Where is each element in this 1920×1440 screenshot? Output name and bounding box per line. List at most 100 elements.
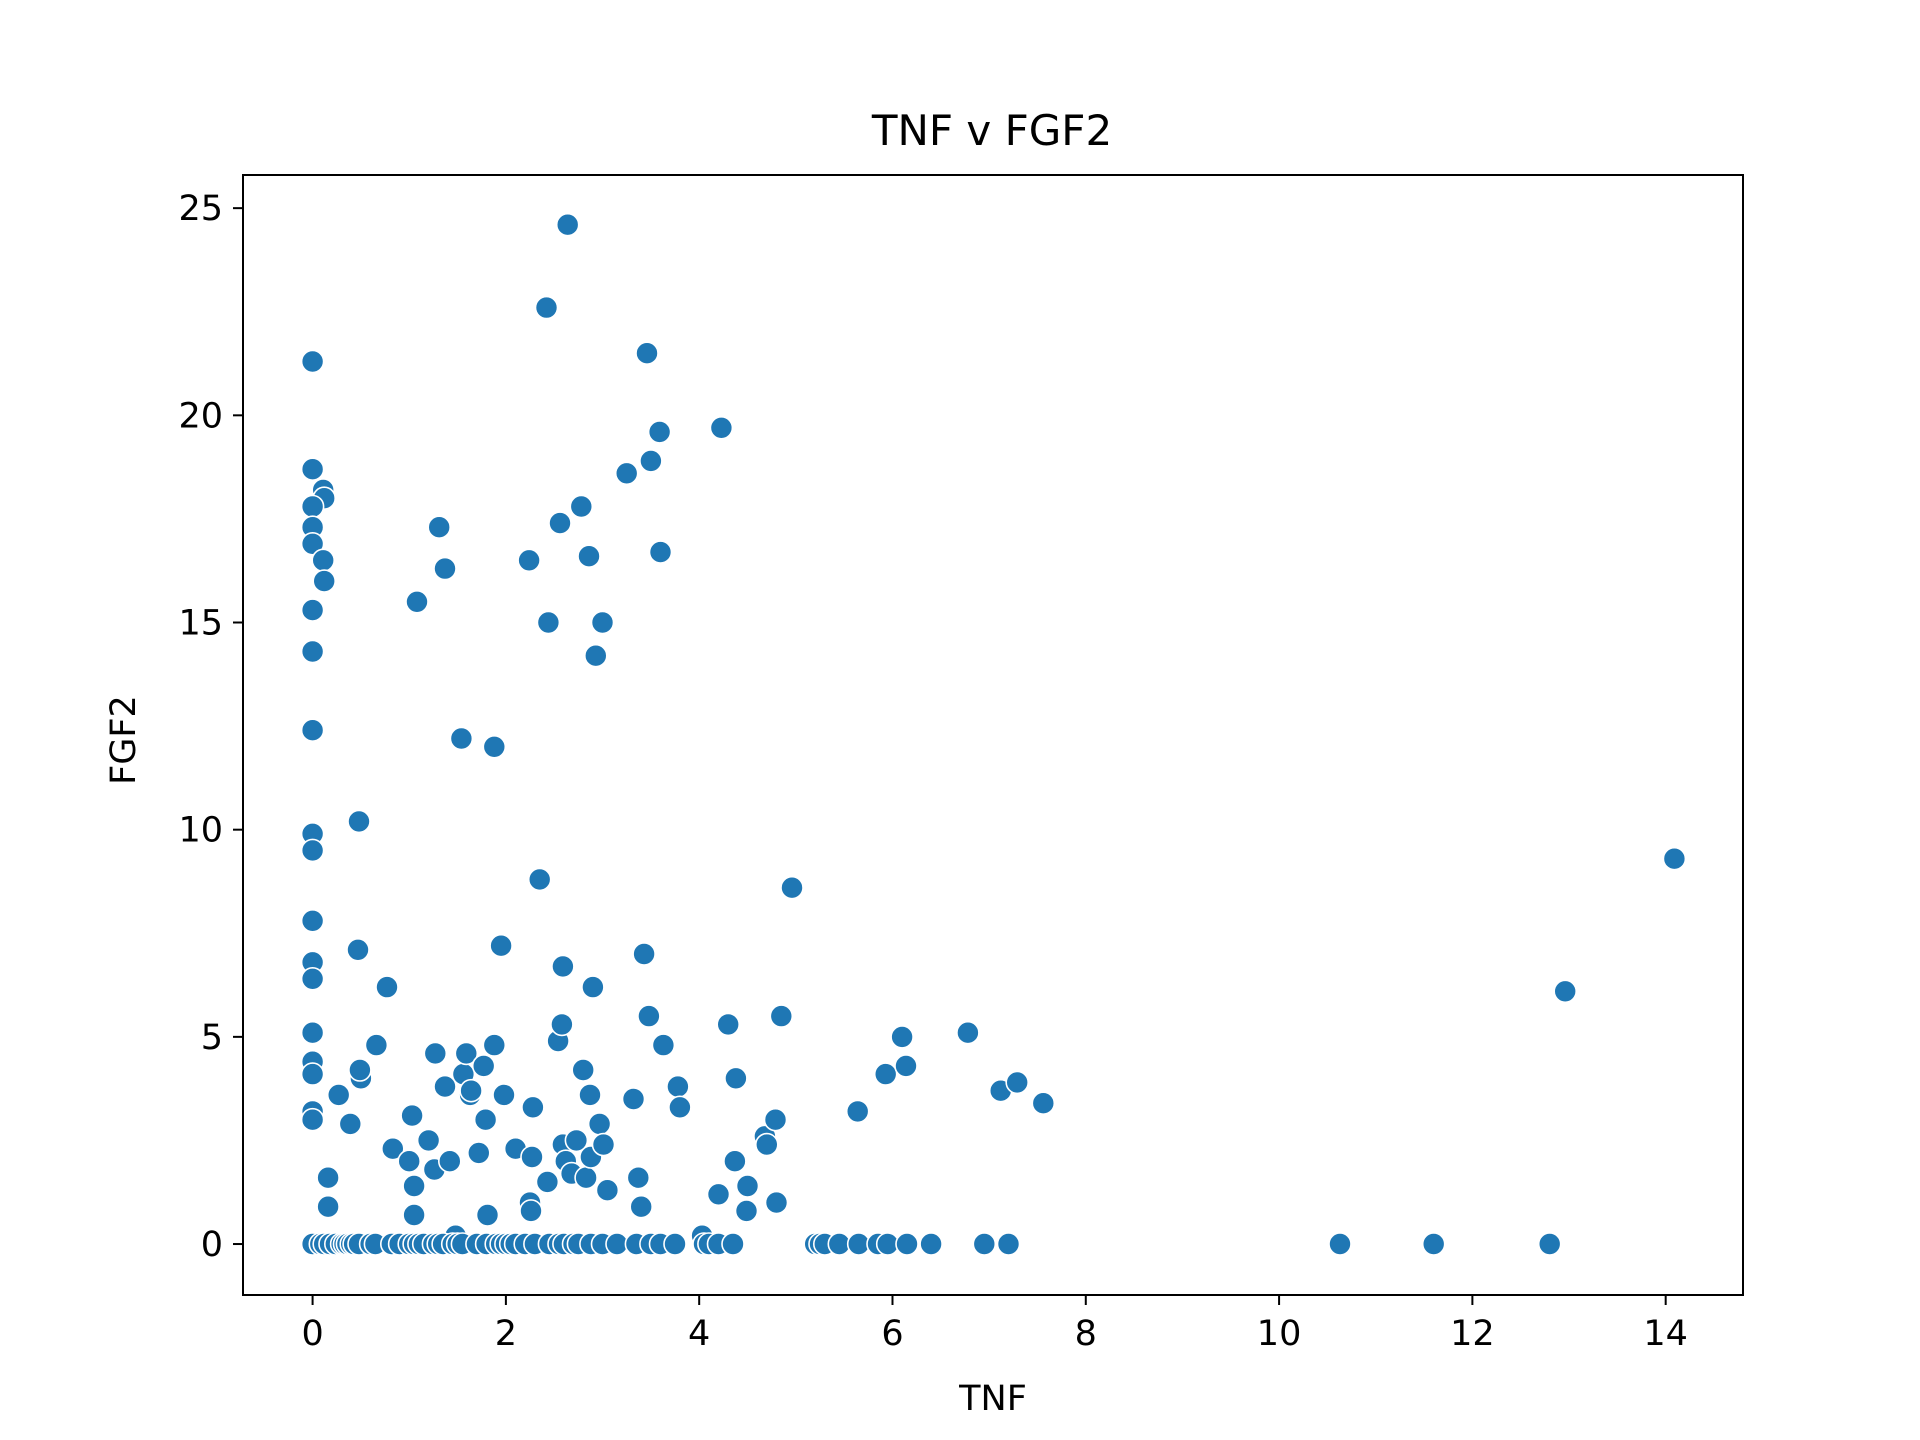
data-point — [433, 556, 457, 581]
data-point — [405, 589, 429, 614]
data-point — [449, 726, 474, 751]
data-point — [536, 610, 561, 635]
data-point — [780, 875, 804, 900]
data-point — [473, 1107, 498, 1132]
data-points — [300, 212, 1687, 1256]
data-point — [1662, 846, 1687, 871]
data-point — [364, 1033, 389, 1057]
y-tick-label: 5 — [201, 1018, 223, 1058]
data-point — [591, 1132, 616, 1157]
data-point — [517, 548, 541, 573]
data-point — [454, 1041, 479, 1066]
data-point — [1553, 979, 1577, 1004]
y-axis-label: FGF2 — [104, 695, 144, 785]
data-point — [637, 1004, 661, 1028]
x-tick-label: 6 — [881, 1314, 903, 1354]
data-point — [300, 1062, 325, 1086]
data-point — [326, 1083, 351, 1107]
data-point — [402, 1174, 426, 1198]
data-point — [489, 933, 513, 958]
data-point — [583, 643, 608, 668]
data-point — [577, 544, 601, 569]
data-point — [590, 610, 615, 635]
data-point — [629, 1194, 654, 1219]
data-point — [569, 494, 594, 519]
data-point — [527, 867, 552, 892]
data-point — [668, 1095, 692, 1120]
data-point — [769, 1004, 794, 1028]
data-point — [300, 457, 325, 482]
data-point — [723, 1149, 747, 1173]
data-point — [300, 1020, 325, 1045]
data-point — [459, 1078, 483, 1103]
plot-frame — [242, 174, 1744, 1296]
data-point — [475, 1203, 500, 1227]
data-point — [621, 1087, 646, 1111]
data-point — [300, 639, 325, 664]
y-tick-label: 25 — [178, 189, 223, 229]
data-point — [890, 1025, 914, 1049]
data-point — [587, 1112, 612, 1136]
x-tick-label: 2 — [495, 1314, 517, 1354]
data-point — [706, 1182, 731, 1207]
data-point — [338, 1112, 363, 1136]
data-point — [400, 1103, 424, 1128]
data-point — [626, 1165, 651, 1190]
data-point — [550, 1012, 574, 1037]
data-point — [300, 598, 325, 622]
data-point — [632, 942, 656, 966]
data-point — [482, 734, 507, 759]
data-point — [919, 1232, 943, 1256]
data-point — [894, 1054, 918, 1078]
data-point — [635, 341, 659, 366]
data-point — [548, 511, 572, 535]
data-point — [519, 1199, 543, 1223]
data-point — [427, 515, 452, 540]
data-point — [416, 1128, 441, 1153]
data-point — [651, 1033, 676, 1057]
data-point — [437, 1149, 462, 1173]
data-point — [574, 1165, 598, 1190]
chart-title: TNF v FGF2 — [871, 106, 1112, 155]
data-point — [466, 1141, 491, 1165]
data-point — [300, 349, 325, 374]
data-point — [300, 531, 325, 556]
data-point — [734, 1199, 759, 1223]
data-point — [348, 1058, 372, 1082]
data-point — [555, 212, 580, 237]
data-point — [300, 966, 325, 991]
y-axis: 0 5 10 15 20 25 — [178, 189, 243, 1265]
data-point — [595, 1178, 620, 1202]
data-point — [666, 1074, 690, 1099]
data-point — [397, 1149, 422, 1173]
data-point — [614, 461, 639, 486]
data-point — [895, 1232, 919, 1256]
plot-area — [243, 175, 1743, 1295]
x-tick-label: 12 — [1450, 1314, 1495, 1354]
data-point — [482, 1033, 507, 1057]
data-point — [300, 1107, 325, 1132]
data-point — [996, 1232, 1021, 1256]
plot-background — [243, 175, 1743, 1295]
y-tick-label: 15 — [178, 604, 223, 644]
data-point — [873, 1062, 898, 1086]
data-point — [471, 1054, 496, 1078]
x-axis: 0 2 4 6 8 10 12 14 — [301, 1295, 1688, 1354]
data-point — [648, 540, 673, 564]
data-point — [433, 1074, 457, 1099]
data-point — [1031, 1091, 1056, 1115]
data-point — [639, 449, 663, 473]
data-point — [754, 1132, 779, 1157]
data-point — [551, 954, 575, 979]
data-point — [375, 975, 399, 999]
data-point — [581, 975, 605, 999]
data-point — [724, 1066, 748, 1091]
y-tick-label: 0 — [201, 1225, 223, 1265]
data-point — [1328, 1232, 1352, 1256]
x-tick-label: 4 — [688, 1314, 710, 1354]
data-point — [300, 838, 325, 863]
data-point — [764, 1190, 789, 1215]
data-point — [300, 908, 325, 933]
data-point — [1421, 1232, 1446, 1256]
